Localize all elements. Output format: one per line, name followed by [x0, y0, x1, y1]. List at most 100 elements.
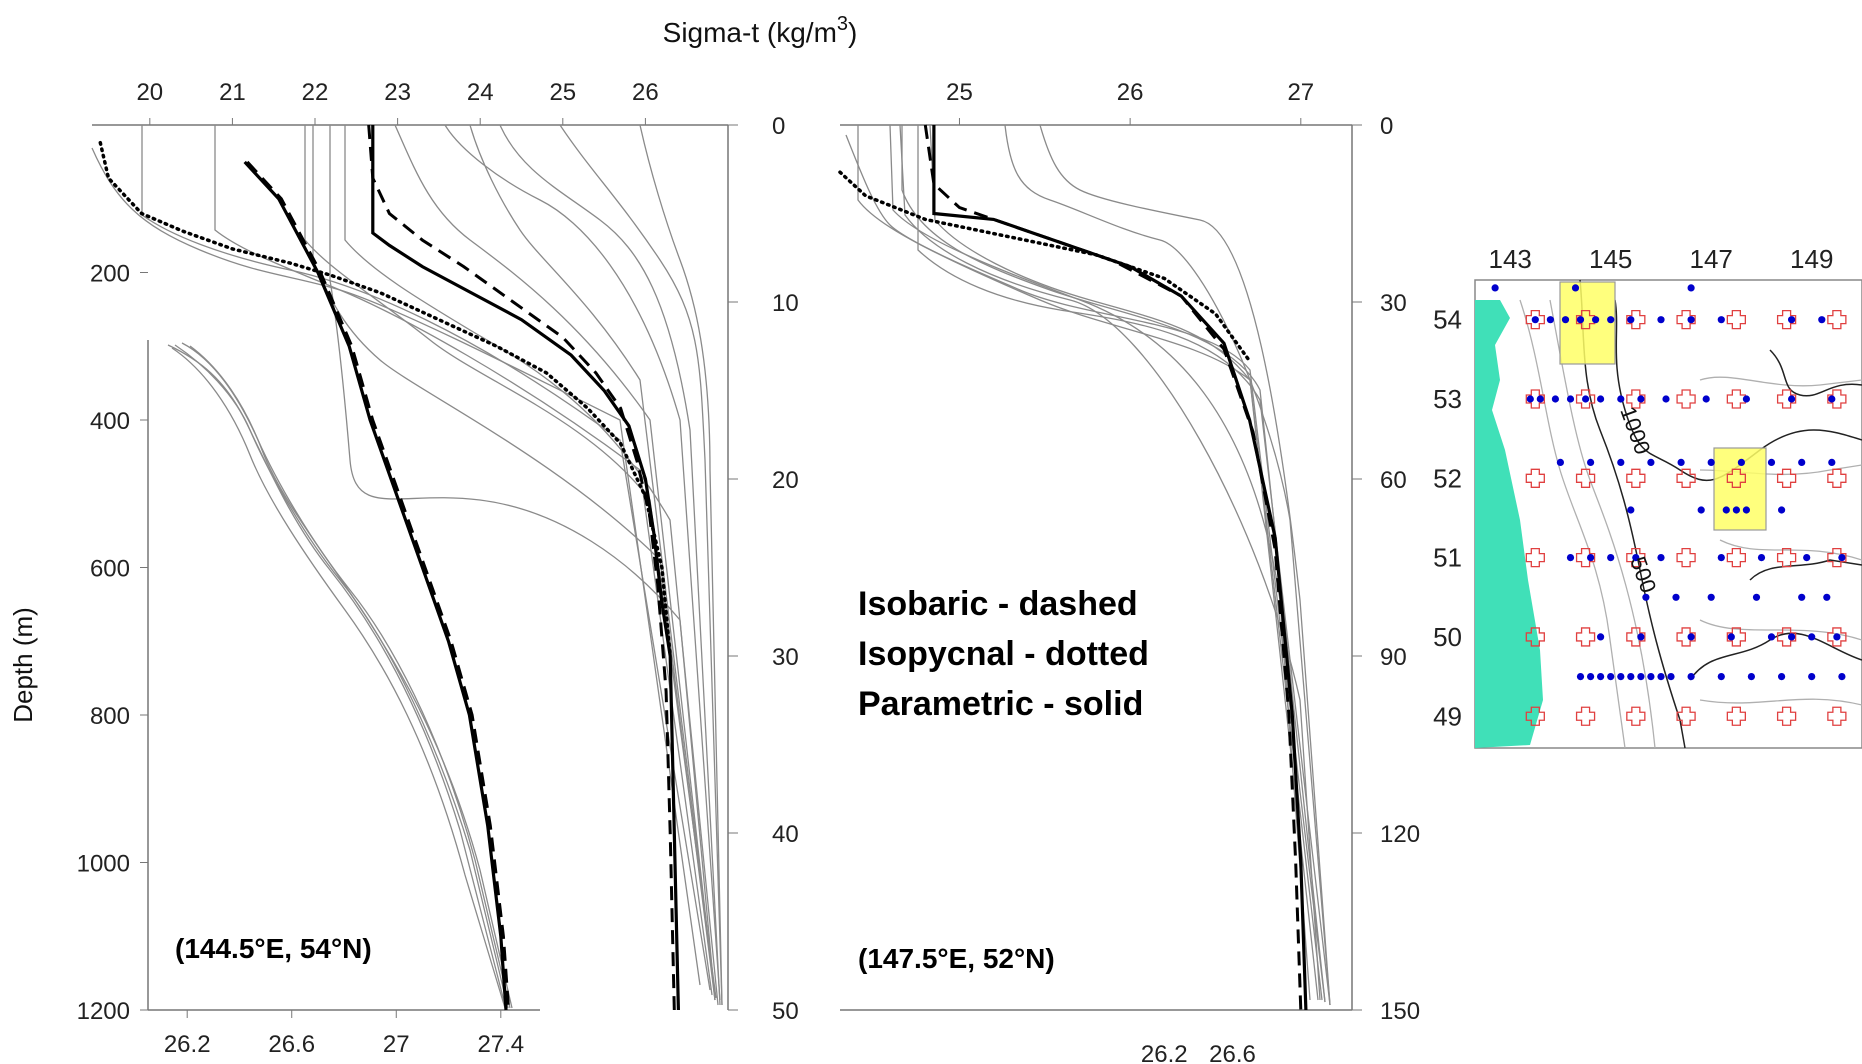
map-station-dot [1561, 316, 1570, 324]
map-grid-cross [1676, 389, 1696, 409]
middle-top-tick-label: 26 [1117, 79, 1144, 106]
map-station-dot [1687, 673, 1695, 681]
map-grid-cross [1776, 547, 1797, 568]
top-tick-label: 20 [136, 79, 163, 106]
depth-tick-label: 1200 [77, 998, 130, 1025]
map-station-dot [1587, 673, 1595, 681]
map-station-dot [1627, 316, 1635, 324]
map-station-dot [1717, 554, 1725, 562]
map-station-dot [1576, 316, 1585, 324]
map-grid-cross [1525, 547, 1545, 568]
middle-right-tick-label: 150 [1380, 998, 1420, 1025]
map-grid-cross [1575, 468, 1596, 488]
map-station-dot [1752, 593, 1761, 601]
map-grid-cross [1525, 468, 1545, 488]
map-station-dot [1747, 673, 1755, 681]
map-grid-cross [1726, 706, 1746, 726]
map-grid-cross [1626, 310, 1646, 330]
map-station-dot [1707, 458, 1715, 466]
map-grid-cross [1525, 627, 1545, 647]
location-left: (144.5°E, 54°N) [175, 933, 372, 964]
top-tick-label: 24 [467, 79, 494, 106]
left-right-tick-group: 0 10 20 30 40 50 [728, 113, 799, 1025]
map-grid-cross [1575, 310, 1596, 330]
map-station-dot [1582, 395, 1590, 403]
map-grid-cross [1827, 468, 1847, 488]
lower-bottom-tick-group: 26.2 26.6 27 27.4 [164, 1010, 524, 1058]
series-line-dashed [246, 160, 511, 1011]
map-station-dot [1697, 506, 1705, 514]
map-station-dot [1657, 673, 1665, 681]
map-station-dot [1778, 506, 1786, 514]
map-station-dot [1637, 633, 1645, 641]
series-line-dotted [98, 140, 672, 658]
map-station-dot [1823, 593, 1831, 601]
map-station-dot [1833, 633, 1841, 641]
map-grid-cross [1776, 627, 1797, 647]
map-station-dot [1737, 458, 1745, 466]
legend-isopycnal: Isopycnal - dotted [858, 635, 1149, 673]
map-station-dot [1707, 593, 1715, 601]
top-tick-label: 25 [549, 79, 576, 106]
series-line-dashed [367, 124, 676, 1011]
map-station-dot [1592, 316, 1600, 324]
location-middle: (147.5°E, 52°N) [858, 943, 1055, 974]
depth-tick-label: 400 [90, 408, 130, 435]
series-line-solid-thick [243, 160, 508, 1011]
map-station-dot [1687, 316, 1695, 324]
middle-right-tick-group: 0 30 60 90 120 150 [1352, 113, 1420, 1025]
map-station-dot [1531, 316, 1539, 324]
map-grid-cross [1676, 547, 1696, 568]
map-lon-label: 143 [1488, 244, 1531, 274]
map-station-dot [1571, 284, 1580, 292]
map-station-dot [1687, 633, 1695, 641]
map-station-dot [1667, 673, 1675, 681]
map-station-dot [1657, 554, 1665, 562]
map-grid-cross [1575, 706, 1596, 726]
map-grid-cross [1626, 389, 1646, 409]
map-grid-cross [1827, 310, 1847, 330]
map-lon-label: 145 [1589, 244, 1632, 274]
depth-tick-label: 200 [90, 261, 130, 288]
map-grid-cross [1827, 706, 1847, 726]
middle-top-tick-group: 25 26 27 [946, 79, 1314, 125]
map-lat-label: 54 [1433, 305, 1462, 335]
map-station-dot [1838, 554, 1846, 562]
middle-right-tick-label: 60 [1380, 467, 1407, 494]
map-station-dot [1491, 284, 1499, 292]
left-upper-profile-bundle [91, 124, 723, 1006]
map-station-dot [1788, 633, 1796, 641]
map-station-dot [1828, 458, 1836, 466]
map-grid-cross [1827, 547, 1847, 568]
map-station-dot [1642, 593, 1650, 601]
map-grid-crosses [1525, 310, 1847, 726]
map-station-dot [1587, 554, 1595, 562]
series-layer [98, 124, 1308, 1011]
map-station-dot [1627, 673, 1635, 681]
middle-bottom-tick-label: 26.2 [1141, 1041, 1188, 1064]
map-station-dot [1637, 673, 1645, 681]
map-grid-cross [1776, 310, 1797, 330]
map-station-dot [1742, 506, 1750, 514]
map-lat-label: 50 [1433, 622, 1462, 652]
map-lat-label: 52 [1433, 463, 1462, 493]
map-station-dot [1788, 395, 1796, 403]
map-latitude-labels: 54 53 52 51 50 49 [1433, 305, 1462, 732]
middle-bottom-tick-label: 26.6 [1209, 1041, 1256, 1064]
map-grid-cross [1575, 547, 1596, 568]
left-lower-profile-bundle [167, 342, 513, 1009]
lower-left-tick-group: 200 400 600 800 1000 1200 [77, 261, 148, 1025]
map-station-dot [1617, 673, 1625, 681]
map-lat-label: 51 [1433, 543, 1462, 573]
legend-isobaric: Isobaric - dashed [858, 585, 1138, 623]
map-station-dots [1491, 284, 1846, 681]
map-grid-cross [1726, 627, 1746, 647]
map-station-dot [1637, 395, 1645, 403]
depth-tick-label: 1000 [77, 851, 130, 878]
left-top-tick-group: 20 21 22 23 24 25 26 [136, 79, 659, 125]
map-highlight-north [1559, 281, 1616, 365]
map-station-dot [1803, 554, 1811, 562]
map-lon-label: 147 [1690, 244, 1733, 274]
right-tick-label: 20 [772, 467, 799, 494]
